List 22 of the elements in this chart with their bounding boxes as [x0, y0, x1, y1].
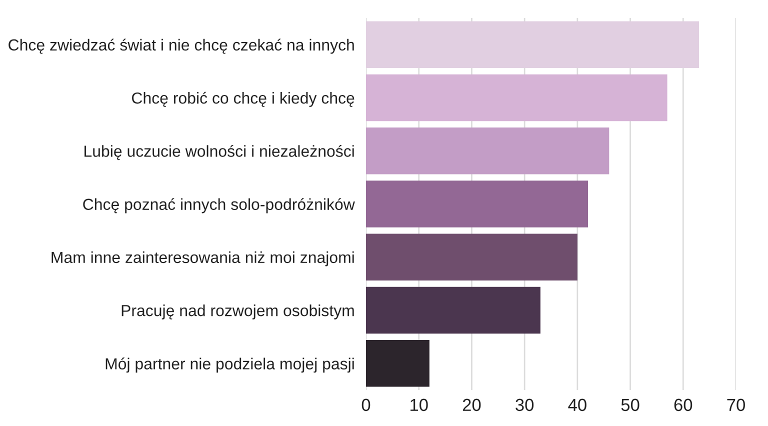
x-tick-label: 70 — [727, 398, 745, 412]
y-tick-label: Chcę poznać innych solo-podróżników — [83, 198, 355, 214]
x-tick-label: 30 — [516, 398, 534, 412]
x-tick-label: 40 — [568, 398, 586, 412]
bar — [366, 127, 610, 174]
y-tick-label: Chcę robić co chcę i kiedy chcę — [132, 92, 354, 107]
bar — [366, 340, 430, 387]
bar — [366, 180, 588, 228]
bar — [366, 21, 699, 68]
y-tick-label: Lubię uczucie wolności i niezależności — [84, 144, 354, 160]
y-tick-label: Pracuję nad rozwojem osobistym — [122, 304, 354, 320]
x-tick-label: 0 — [362, 398, 370, 412]
x-tick-label: 10 — [410, 398, 428, 412]
y-tick-label: Mój partner nie podziela mojej pasji — [106, 358, 354, 373]
bar — [366, 286, 540, 334]
bar — [366, 74, 668, 122]
bar — [366, 234, 578, 281]
y-tick-label: Chcę zwiedzać świat i nie chcę czekać na innych — [8, 38, 354, 54]
x-tick-label: 50 — [621, 398, 640, 412]
x-tick-label: 20 — [462, 398, 481, 412]
x-tick-label: 60 — [674, 398, 692, 412]
y-tick-label: Mam inne zainteresowania niż moi znajomi — [52, 251, 354, 266]
